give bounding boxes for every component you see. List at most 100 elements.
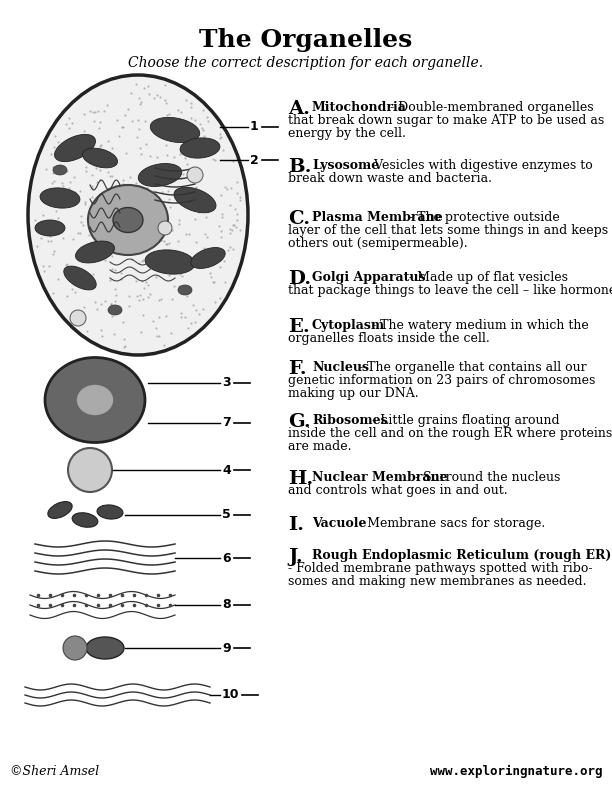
Text: are made.: are made. bbox=[288, 440, 351, 453]
Point bbox=[99, 217, 109, 230]
Point bbox=[40, 188, 50, 201]
Point bbox=[62, 290, 72, 303]
Point bbox=[160, 118, 170, 131]
Circle shape bbox=[187, 167, 203, 183]
Point bbox=[163, 192, 173, 205]
Point bbox=[235, 194, 245, 207]
Ellipse shape bbox=[28, 75, 248, 355]
Point bbox=[166, 327, 176, 340]
Point bbox=[155, 91, 165, 104]
Point bbox=[170, 120, 180, 133]
Point bbox=[57, 588, 67, 601]
Point bbox=[228, 223, 237, 236]
Point bbox=[52, 143, 62, 156]
Point bbox=[148, 315, 158, 328]
Point bbox=[161, 310, 171, 322]
Point bbox=[232, 187, 242, 200]
Point bbox=[135, 289, 145, 302]
Point bbox=[48, 248, 58, 261]
Point bbox=[153, 588, 163, 601]
Point bbox=[196, 192, 206, 204]
Point bbox=[162, 97, 171, 109]
Point bbox=[115, 305, 125, 318]
Point bbox=[89, 114, 99, 127]
Point bbox=[109, 225, 119, 238]
Point bbox=[230, 202, 240, 215]
Point bbox=[87, 180, 97, 192]
Point bbox=[193, 200, 203, 213]
Point bbox=[99, 220, 109, 233]
Point bbox=[82, 325, 92, 337]
Point bbox=[161, 238, 171, 250]
Point bbox=[88, 134, 97, 147]
Point bbox=[154, 293, 163, 306]
Point bbox=[62, 165, 72, 177]
Point bbox=[134, 92, 144, 105]
Circle shape bbox=[158, 221, 172, 235]
Point bbox=[172, 196, 182, 208]
Point bbox=[116, 272, 126, 285]
Point bbox=[105, 169, 115, 182]
Point bbox=[215, 131, 225, 144]
Point bbox=[85, 131, 95, 144]
Point bbox=[81, 588, 91, 601]
Point bbox=[96, 324, 106, 337]
Point bbox=[211, 154, 220, 166]
Point bbox=[170, 150, 179, 163]
Point bbox=[191, 181, 201, 193]
Text: I.: I. bbox=[288, 516, 304, 534]
Point bbox=[151, 179, 160, 192]
Point bbox=[46, 147, 56, 160]
Text: - The protective outside: - The protective outside bbox=[405, 211, 560, 224]
Point bbox=[105, 301, 115, 314]
Point bbox=[166, 131, 176, 143]
Point bbox=[141, 588, 151, 601]
Point bbox=[165, 201, 175, 214]
Point bbox=[160, 164, 170, 177]
Point bbox=[154, 310, 163, 323]
Point bbox=[195, 308, 204, 321]
Point bbox=[198, 139, 207, 152]
Point bbox=[206, 271, 216, 284]
Point bbox=[159, 262, 169, 275]
Point bbox=[229, 219, 239, 231]
Point bbox=[57, 599, 67, 611]
Circle shape bbox=[68, 448, 112, 492]
Point bbox=[118, 316, 128, 329]
Point bbox=[106, 298, 116, 310]
Point bbox=[166, 164, 176, 177]
Point bbox=[92, 303, 102, 316]
Point bbox=[144, 167, 154, 180]
Point bbox=[65, 138, 75, 150]
Point bbox=[174, 214, 184, 227]
Point bbox=[151, 322, 160, 334]
Text: break down waste and bacteria.: break down waste and bacteria. bbox=[288, 172, 492, 185]
Point bbox=[142, 182, 152, 195]
Point bbox=[185, 140, 195, 153]
Text: - The organelle that contains all our: - The organelle that contains all our bbox=[356, 361, 587, 374]
Text: - Double-membraned organelles: - Double-membraned organelles bbox=[386, 101, 594, 114]
Point bbox=[58, 141, 67, 154]
Point bbox=[95, 188, 105, 200]
Point bbox=[168, 292, 177, 305]
Point bbox=[235, 223, 245, 236]
Text: www.exploringnature.org: www.exploringnature.org bbox=[430, 765, 602, 778]
Point bbox=[138, 309, 147, 322]
Point bbox=[117, 588, 127, 601]
Point bbox=[67, 148, 77, 161]
Point bbox=[135, 142, 145, 154]
Point bbox=[64, 122, 74, 135]
Point bbox=[37, 187, 47, 200]
Point bbox=[159, 338, 169, 351]
Point bbox=[184, 227, 193, 240]
Point bbox=[64, 181, 74, 194]
Point bbox=[97, 241, 106, 253]
Point bbox=[204, 115, 214, 128]
Text: 5: 5 bbox=[222, 508, 231, 521]
Point bbox=[176, 172, 185, 185]
Point bbox=[190, 316, 200, 329]
Point bbox=[231, 220, 241, 233]
Ellipse shape bbox=[35, 220, 65, 236]
Point bbox=[228, 219, 237, 231]
Point bbox=[191, 304, 201, 317]
